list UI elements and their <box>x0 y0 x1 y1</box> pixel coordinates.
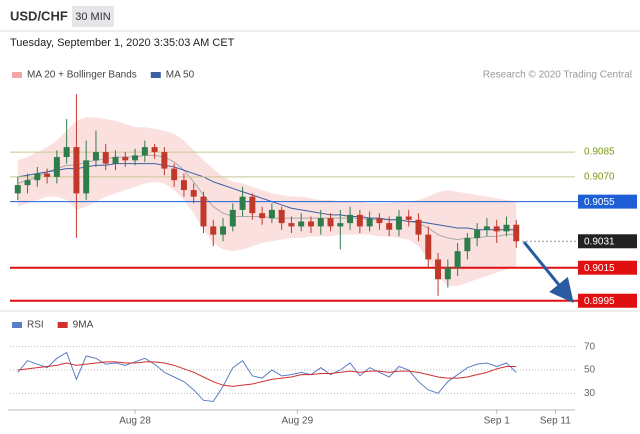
x-tick-label: Sep 1 <box>484 416 511 427</box>
candle-body <box>102 152 109 164</box>
timeframe: 30 MIN <box>75 11 111 23</box>
level-box <box>578 234 637 249</box>
ma50-line <box>17 163 517 231</box>
forecast-arrow <box>522 241 574 303</box>
candle-body <box>190 190 197 197</box>
candle-body <box>278 209 285 224</box>
x-tick-label: Aug 29 <box>281 416 313 427</box>
y-tick-label: 30 <box>584 388 596 399</box>
level-label: 0.8995 <box>584 296 615 307</box>
candle-body <box>366 218 373 227</box>
candle-body <box>337 223 344 227</box>
candle-body <box>317 218 324 227</box>
candle-body <box>141 147 148 156</box>
x-tick-label: Sep 11 <box>540 416 571 427</box>
candle-body <box>405 216 412 220</box>
level-label: 0.9055 <box>584 197 615 208</box>
candle-body <box>454 251 461 268</box>
candle-body <box>503 224 510 232</box>
candle-body <box>356 214 363 227</box>
legend-ma50-swatch <box>150 72 161 78</box>
indicator-line <box>17 361 517 387</box>
candle-body <box>180 180 187 191</box>
candle-body <box>249 196 256 214</box>
y-tick-label: 70 <box>584 341 596 352</box>
candle-body <box>386 223 393 230</box>
candle-body <box>268 209 275 219</box>
candle-body <box>63 147 70 158</box>
level-box <box>578 260 637 275</box>
candle-body <box>347 214 354 224</box>
candle-body <box>239 196 246 210</box>
legend-0: RSI <box>27 320 44 331</box>
candle-body <box>92 152 99 161</box>
candle-body <box>220 226 227 235</box>
level-label: 0.9031 <box>584 236 615 247</box>
candle-body <box>474 229 481 238</box>
candle-body <box>34 173 41 181</box>
legend-bands-swatch <box>12 72 22 78</box>
datetime: Tuesday, September 1, 2020 3:35:03 AM CE… <box>10 37 235 49</box>
candle-body <box>132 155 139 161</box>
candle-body <box>161 152 168 169</box>
level-box <box>578 194 637 209</box>
legend-1: 9MA <box>73 320 94 331</box>
candle-body <box>444 267 451 280</box>
candle-body <box>44 173 51 177</box>
candle-body <box>122 157 129 161</box>
candle-body <box>259 213 266 219</box>
candle-body <box>298 221 305 227</box>
legend-0-swatch <box>12 322 22 328</box>
candle-body <box>83 160 90 194</box>
candle-body <box>210 226 217 235</box>
level-box <box>578 293 637 308</box>
candle-body <box>53 157 60 177</box>
indicator-line <box>17 351 517 403</box>
candle-body <box>376 218 383 224</box>
candle-body <box>464 237 471 252</box>
candle-body <box>493 226 500 232</box>
level-label: 0.9015 <box>584 263 615 274</box>
candle-body <box>229 209 236 227</box>
credit: Research © 2020 Trading Central <box>483 70 632 81</box>
candle-body <box>73 147 80 194</box>
legend-bands: MA 20 + Bollinger Bands <box>27 70 137 81</box>
candle-body <box>425 234 432 260</box>
legend-1-swatch <box>57 322 68 328</box>
level-label: 0.9070 <box>584 171 615 182</box>
candle-body <box>395 216 402 230</box>
candle-body <box>327 218 334 227</box>
timeframe-badge <box>72 6 114 27</box>
candle-body <box>112 157 119 164</box>
candle-body <box>513 224 520 242</box>
candle-body <box>14 185 21 194</box>
pair-title: USD/CHF <box>10 8 68 23</box>
candle-body <box>171 168 178 181</box>
candle-body <box>200 196 207 227</box>
candle-body <box>415 219 422 235</box>
candle-body <box>24 180 31 186</box>
candle-body <box>288 223 295 227</box>
ma20-line <box>17 154 517 241</box>
candle-body <box>483 226 490 230</box>
x-tick-label: Aug 28 <box>119 416 151 427</box>
candle-body <box>435 259 442 280</box>
legend-ma50: MA 50 <box>166 70 195 81</box>
y-tick-label: 50 <box>584 365 596 376</box>
candle-body <box>151 147 158 153</box>
candle-body <box>307 221 314 227</box>
level-label: 0.9085 <box>584 147 615 158</box>
